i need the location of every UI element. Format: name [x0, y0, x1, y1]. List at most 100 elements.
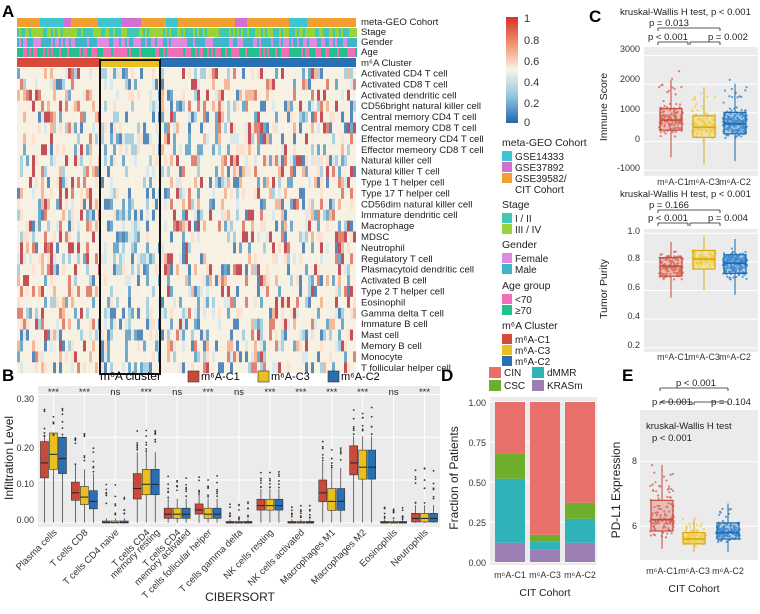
- heatmap-cell: [311, 242, 314, 254]
- b-outlier: [216, 474, 218, 477]
- heatmap-cell: [32, 351, 35, 363]
- annotation-cell: [179, 28, 181, 37]
- heatmap-cell: [152, 78, 155, 90]
- annotation-cell: [143, 48, 145, 57]
- b-box: [349, 445, 358, 476]
- jitter-point: [702, 527, 706, 531]
- heatmap-cell: [179, 351, 182, 363]
- heatmap-cell: [125, 166, 128, 177]
- annotation-cell: [153, 28, 155, 37]
- heatmap-cell: [164, 122, 167, 134]
- heatmap-cell: [299, 296, 302, 308]
- heatmap-cell: [125, 209, 128, 221]
- heatmap-cell: [86, 286, 89, 297]
- heatmap-cell: [50, 253, 53, 265]
- heatmap-cell: [233, 166, 236, 177]
- legend-stage-3-4: III / IV: [515, 225, 541, 236]
- heatmap-cell: [197, 220, 200, 232]
- heatmap-cell: [284, 187, 287, 199]
- heatmap-cell: [104, 242, 107, 254]
- heatmap-cell: [221, 362, 224, 374]
- heatmap-cell: [320, 144, 323, 156]
- heatmap-cell: [293, 198, 296, 210]
- annotation-cell: [257, 38, 259, 47]
- annotation-cell: [163, 38, 165, 47]
- scale-tick-0.8: 0.8: [524, 35, 539, 47]
- annotation-cell: [169, 48, 171, 57]
- heatmap-cell: [95, 329, 98, 341]
- heatmap-cell: [296, 155, 299, 167]
- heatmap-row-label: Immature dendritic cell: [361, 210, 458, 221]
- heatmap-cell: [287, 318, 290, 330]
- annotation-cell: [281, 48, 283, 57]
- jitter-point: [663, 267, 666, 270]
- heatmap-cell: [137, 362, 140, 374]
- b-outlier: [185, 477, 188, 480]
- jitter-point: [721, 519, 725, 523]
- heatmap-cell: [248, 166, 251, 177]
- b-outlier: [308, 514, 311, 516]
- annotation-cell: [273, 48, 275, 57]
- heatmap-cell: [167, 242, 170, 254]
- annotation-cell: [127, 48, 129, 57]
- heatmap-cell: [215, 362, 218, 374]
- heatmap-cell: [209, 177, 212, 188]
- heatmap-cell: [146, 318, 149, 330]
- heatmap-cell: [146, 133, 149, 145]
- jitter-point: [674, 120, 677, 124]
- b-outlier: [198, 479, 200, 482]
- heatmap-cell: [155, 155, 158, 167]
- heatmap-cell: [134, 209, 137, 221]
- jitter-point: [675, 103, 678, 106]
- heatmap-cell: [233, 362, 236, 374]
- annotation-cell: [61, 38, 63, 47]
- legend-title-cluster: m⁶A Cluster: [502, 320, 558, 332]
- jitter-point: [732, 130, 736, 133]
- annotation-cell: [299, 48, 301, 57]
- heatmap-cell: [197, 318, 200, 330]
- heatmap-cell: [35, 78, 38, 90]
- heatmap-cell: [227, 340, 230, 352]
- annotation-cell: [269, 48, 271, 57]
- heatmap-cell: [122, 220, 125, 232]
- heatmap-cell: [215, 68, 218, 79]
- heatmap-cell: [59, 351, 62, 363]
- heatmap-cell: [95, 307, 98, 319]
- heatmap-cell: [38, 209, 41, 221]
- heatmap-cell: [236, 340, 239, 352]
- heatmap-cell: [323, 78, 326, 90]
- jitter-point: [668, 491, 671, 494]
- heatmap-cell: [287, 362, 290, 374]
- annotation-cell: [145, 28, 147, 37]
- annotation-cell: [69, 38, 71, 47]
- annotation-cell: [105, 48, 107, 57]
- heatmap-cell: [221, 89, 224, 101]
- heatmap-cell: [311, 318, 314, 330]
- heatmap-cell: [110, 329, 113, 341]
- jitter-point: [689, 525, 692, 528]
- annotation-cell: [305, 48, 307, 57]
- heatmap-cell: [170, 209, 173, 221]
- heatmap-cell: [212, 307, 215, 319]
- b-significance-label: ***: [295, 387, 306, 398]
- heatmap-cell: [305, 329, 308, 341]
- heatmap-cell: [17, 68, 20, 79]
- heatmap-cell: [164, 198, 167, 210]
- jitter-point: [727, 529, 730, 533]
- heatmap-cell: [65, 187, 68, 199]
- heatmap-cell: [278, 362, 281, 374]
- heatmap-cell: [233, 68, 236, 79]
- heatmap-cell: [119, 264, 122, 276]
- jitter-point: [734, 114, 737, 118]
- heatmap-cell: [218, 100, 221, 112]
- heatmap-cell: [173, 340, 176, 352]
- jitter-point: [659, 507, 663, 511]
- heatmap-cell: [29, 307, 32, 319]
- panel-b-legend-c1: m⁶A-C1: [201, 371, 240, 383]
- c-bot-plot: [644, 229, 758, 352]
- jitter-point: [739, 131, 742, 134]
- heatmap-cell: [110, 307, 113, 319]
- heatmap-cell: [188, 78, 191, 90]
- jitter-point: [667, 510, 671, 513]
- heatmap-cell: [227, 264, 230, 276]
